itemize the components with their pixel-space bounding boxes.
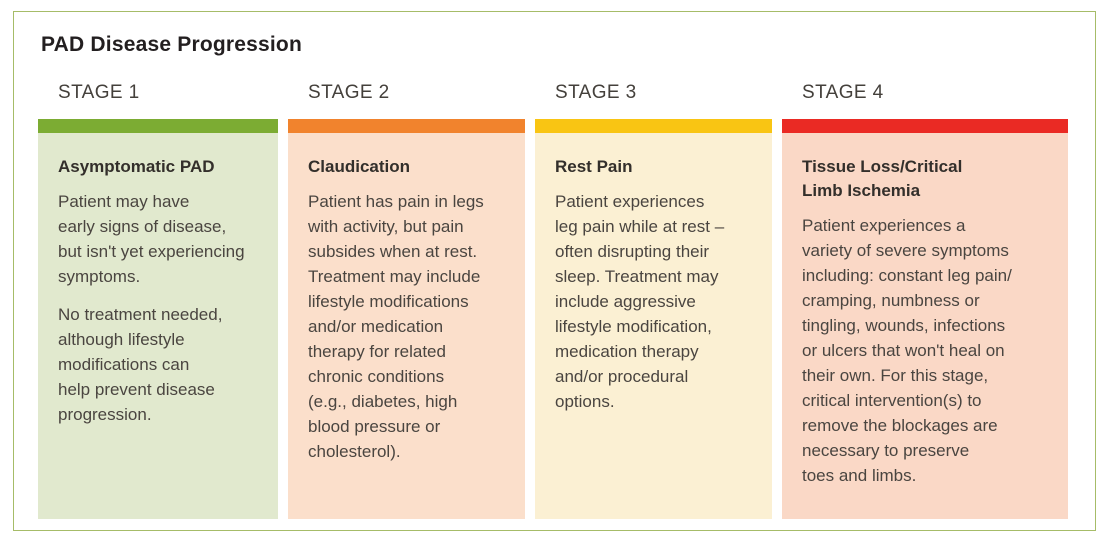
stage-description: No treatment needed, although lifestyle … xyxy=(58,305,223,424)
stage-body: Tissue Loss/Critical Limb Ischemia Patie… xyxy=(782,133,1068,519)
stage-column-1: STAGE 1 Asymptomatic PAD Patient may hav… xyxy=(38,82,278,519)
pad-progression-card: PAD Disease Progression STAGE 1 Asymptom… xyxy=(13,11,1096,531)
stage-body: Asymptomatic PAD Patient may have early … xyxy=(38,133,278,519)
stage-description: Patient may have early signs of disease,… xyxy=(58,192,245,286)
stage-heading: Claudication xyxy=(308,157,411,176)
stage-heading: Asymptomatic PAD xyxy=(58,157,215,176)
stage-color-bar xyxy=(288,119,525,133)
stage-heading: Tissue Loss/Critical Limb Ischemia xyxy=(802,157,963,200)
stage-columns: STAGE 1 Asymptomatic PAD Patient may hav… xyxy=(38,82,1095,519)
stage-color-bar xyxy=(782,119,1068,133)
stage-column-2: STAGE 2 Claudication Patient has pain in… xyxy=(288,82,525,519)
stage-label: STAGE 2 xyxy=(308,82,390,103)
stage-label: STAGE 4 xyxy=(802,82,884,103)
stage-description: Patient has pain in legs with activity, … xyxy=(308,192,484,461)
stage-label: STAGE 1 xyxy=(58,82,140,103)
stage-label: STAGE 3 xyxy=(555,82,637,103)
page-title: PAD Disease Progression xyxy=(41,33,302,56)
stage-column-3: STAGE 3 Rest Pain Patient experiences le… xyxy=(535,82,772,519)
stage-body: Rest Pain Patient experiences leg pain w… xyxy=(535,133,772,519)
stage-heading: Rest Pain xyxy=(555,157,633,176)
stage-color-bar xyxy=(38,119,278,133)
stage-color-bar xyxy=(535,119,772,133)
stage-description: Patient experiences a variety of severe … xyxy=(802,216,1012,485)
stage-body: Claudication Patient has pain in legs wi… xyxy=(288,133,525,519)
stage-description: Patient experiences leg pain while at re… xyxy=(555,192,725,411)
stage-column-4: STAGE 4 Tissue Loss/Critical Limb Ischem… xyxy=(782,82,1068,519)
